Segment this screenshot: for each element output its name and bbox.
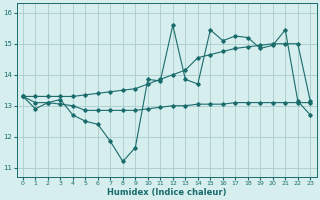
- X-axis label: Humidex (Indice chaleur): Humidex (Indice chaleur): [107, 188, 226, 197]
